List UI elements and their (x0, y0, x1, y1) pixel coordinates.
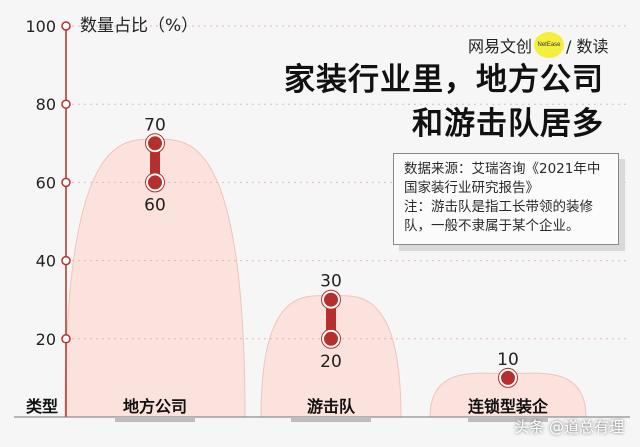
brand-name: 网易文创 (468, 37, 533, 56)
y-tick-dot-60 (61, 177, 71, 188)
y-tick-label-80: 80 (36, 95, 56, 114)
note-remark: 注：游击队是指工长带领的装修队，一般不隶属于某个企业。 (404, 199, 593, 234)
note-box: 数据来源：艾瑞咨询《2021年中国家装行业研究报告》 注：游击队是指工长带领的装… (393, 153, 619, 245)
y-tick-label-40: 40 (36, 252, 56, 271)
range-high-dot-1 (322, 290, 340, 309)
headline: 家装行业里，地方公司 和游击队居多 (284, 58, 604, 146)
range-high-dot-2 (499, 368, 517, 387)
range-low-ring-0 (145, 172, 165, 193)
y-tick-label-20: 20 (36, 330, 56, 349)
y-axis-title: 数量占比（%） (80, 16, 198, 36)
y-tick-label-60: 60 (36, 173, 56, 192)
range-high-ring-1 (321, 289, 341, 310)
x-axis-title: 类型 (26, 397, 58, 416)
range-low-dot-1 (322, 329, 340, 348)
category-label-2: 连锁型装企 (468, 397, 549, 416)
headline-line-1: 家装行业里，地方公司 (284, 62, 604, 98)
category-underline-1 (291, 417, 371, 422)
range-low-label-1: 20 (320, 352, 342, 372)
range-high-ring-0 (145, 133, 165, 154)
data-source: 数据来源：艾瑞咨询《2021年中国家装行业研究报告》 (404, 161, 601, 196)
range-high-label-2: 10 (497, 350, 519, 370)
y-tick-dot-100 (61, 21, 71, 31)
brand-logo: 网易文创 NetEase / 数读 (468, 32, 609, 58)
category-underline-2 (468, 417, 548, 422)
category-underline-0 (115, 417, 195, 422)
range-low-label-0: 60 (144, 195, 166, 215)
netease-badge-icon: NetEase (534, 32, 565, 58)
y-tick-dot-20 (61, 334, 71, 344)
brand-section: / 数读 (566, 37, 609, 56)
range-high-dot-0 (146, 134, 164, 153)
range-high-label-1: 30 (320, 272, 342, 292)
range-low-dot-0 (146, 173, 164, 192)
y-tick-label-100: 100 (25, 17, 56, 36)
range-low-ring-1 (321, 328, 341, 349)
headline-line-2: 和游击队居多 (412, 106, 604, 142)
category-label-0: 地方公司 (123, 397, 187, 416)
range-high-ring-2 (498, 367, 518, 388)
category-label-1: 游击队 (307, 397, 356, 416)
y-tick-dot-80 (61, 99, 71, 109)
watermark: 头条 @道总有理 (514, 418, 624, 436)
y-tick-dot-40 (61, 255, 71, 266)
range-high-label-0: 70 (144, 115, 166, 135)
